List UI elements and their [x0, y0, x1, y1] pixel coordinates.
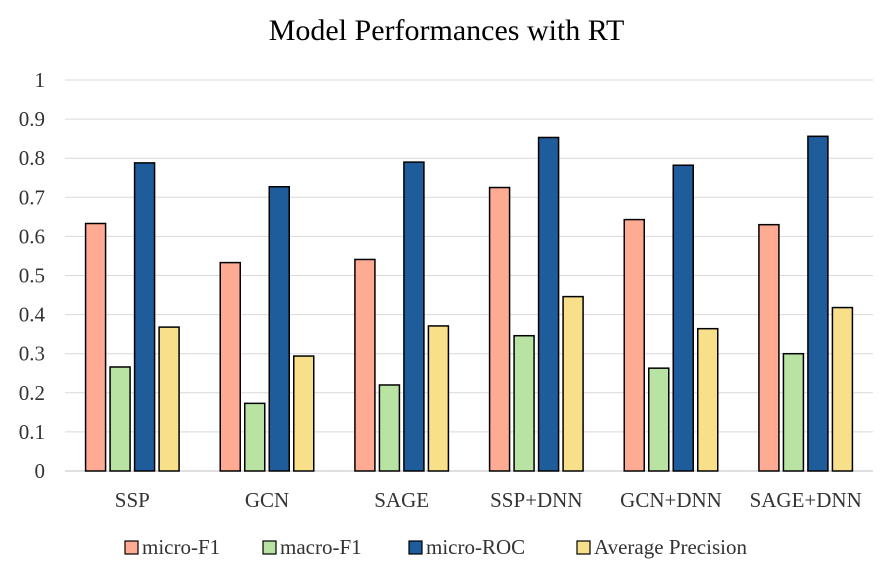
y-tick-label: 0.7: [19, 185, 45, 209]
bar-average-precision-sage-dnn: [831, 306, 854, 472]
x-axis-labels: SSP GCN SAGE SSP+DNN GCN+DNN SAGE+DNN: [115, 488, 862, 512]
bar-macro-f1-sage-dnn: [782, 352, 805, 472]
bar-micro-roc-ssp-dnn: [537, 136, 560, 472]
bar-micro-roc-gcn: [268, 185, 290, 472]
bar-average-precision-gcn: [293, 355, 315, 472]
y-tick-label: 0.1: [19, 420, 45, 444]
bar-micro-f1-sage-dnn: [758, 223, 780, 472]
bar-macro-f1-ssp-dnn: [513, 334, 535, 472]
legend-label: Average Precision: [594, 535, 747, 559]
legend-swatch: [576, 540, 591, 555]
legend: micro-F1 macro-F1 micro-ROC Average Precisi…: [124, 535, 747, 559]
x-category-label: SSP: [115, 488, 150, 512]
y-tick-label: 0.5: [19, 264, 45, 288]
gridlines: [65, 79, 873, 472]
y-tick-label: 0.8: [19, 146, 45, 170]
bar-average-precision-ssp: [158, 326, 180, 472]
legend-label: macro-F1: [280, 535, 362, 559]
x-category-label: SAGE+DNN: [750, 488, 862, 512]
bar-micro-f1-gcn: [219, 261, 241, 472]
y-tick-label: 1: [35, 68, 46, 92]
legend-swatch: [408, 540, 423, 555]
y-tick-label: 0.6: [19, 224, 45, 248]
legend-swatch: [124, 540, 139, 555]
bar-macro-f1-gcn-dnn: [648, 367, 670, 472]
bar-micro-f1-sage: [354, 258, 376, 472]
x-category-label: SAGE: [374, 488, 429, 512]
legend-label: micro-ROC: [426, 535, 525, 559]
y-axis-ticks: 0 0.1 0.2 0.3 0.4 0.5 0.6 0.7 0.8 0.9 1: [19, 68, 46, 483]
bar-micro-roc-ssp: [133, 162, 156, 472]
chart-title: Model Performances with RT: [268, 14, 625, 47]
bar-average-precision-sage: [427, 325, 450, 472]
bar-average-precision-gcn-dnn: [697, 327, 719, 472]
y-tick-label: 0.3: [19, 342, 45, 366]
bar-micro-f1-gcn-dnn: [623, 218, 645, 472]
y-tick-label: 0.2: [19, 381, 45, 405]
x-category-label: SSP+DNN: [490, 488, 582, 512]
y-tick-label: 0.9: [19, 107, 45, 131]
bar-macro-f1-gcn: [244, 402, 266, 472]
bar-macro-f1-sage: [378, 384, 401, 472]
bar-micro-roc-gcn-dnn: [672, 164, 694, 472]
y-tick-label: 0.4: [19, 303, 46, 327]
bar-macro-f1-ssp: [109, 366, 131, 472]
bar-micro-roc-sage-dnn: [807, 135, 829, 472]
bar-average-precision-ssp-dnn: [562, 295, 584, 472]
x-category-label: GCN: [245, 488, 289, 512]
bar-micro-f1-ssp: [84, 222, 107, 472]
legend-swatch: [262, 540, 277, 555]
bars: [84, 135, 854, 472]
y-tick-label: 0: [35, 459, 46, 483]
bar-micro-f1-ssp-dnn: [488, 186, 511, 472]
legend-label: micro-F1: [142, 535, 220, 559]
bar-micro-roc-sage: [403, 161, 425, 472]
x-category-label: GCN+DNN: [620, 488, 722, 512]
